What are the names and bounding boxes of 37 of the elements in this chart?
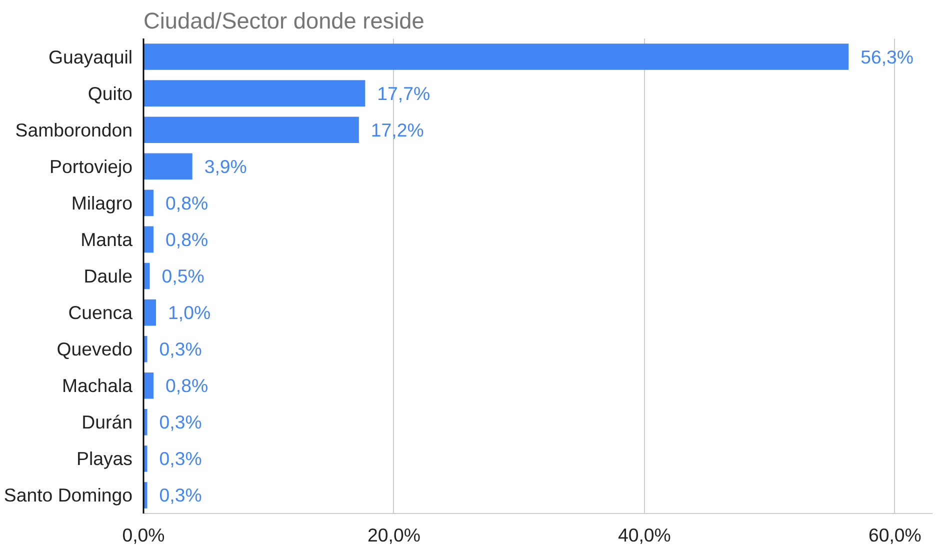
data-label: 0,3% [159,448,202,470]
data-label: 0,8% [166,192,208,214]
bar [144,80,366,106]
y-tick-label: Samborondon [15,119,132,140]
data-label: 56,3% [860,46,914,68]
y-tick-label: Playas [76,448,133,470]
data-label: 0,3% [159,338,202,360]
data-label: 0,8% [166,375,208,396]
data-label: 0,3% [159,484,202,506]
bar [144,299,156,326]
y-tick-label: Guayaquil [48,46,133,68]
data-label: 17,2% [370,119,424,140]
y-tick-label: Portoviejo [50,156,133,177]
x-tick-label: 20,0% [368,524,420,546]
y-tick-label: Quevedo [56,338,132,360]
x-tick-label: 40,0% [618,524,671,546]
bar [144,116,359,143]
y-tick-label: Quito [88,82,133,104]
x-tick-label: 60,0% [868,524,922,546]
y-tick-label: Milagro [71,192,132,214]
data-label: 17,7% [377,82,430,104]
chart-title: Ciudad/Sector donde reside [144,8,424,34]
y-tick-label: Machala [62,375,134,396]
y-tick-label: Daule [84,266,133,286]
data-label: 1,0% [168,302,211,324]
data-label: 3,9% [204,156,247,177]
data-label: 0,8% [166,228,208,250]
x-tick-label: 0,0% [122,524,165,546]
data-label: 0,3% [159,412,202,433]
y-tick-label: Santo Domingo [4,484,133,506]
bar [144,44,849,70]
bar [144,372,154,399]
bar [144,153,192,180]
y-tick-label: Durán [82,412,133,433]
y-tick-label: Cuenca [68,302,134,324]
data-label: 0,5% [162,266,204,286]
y-tick-label: Manta [80,228,134,250]
